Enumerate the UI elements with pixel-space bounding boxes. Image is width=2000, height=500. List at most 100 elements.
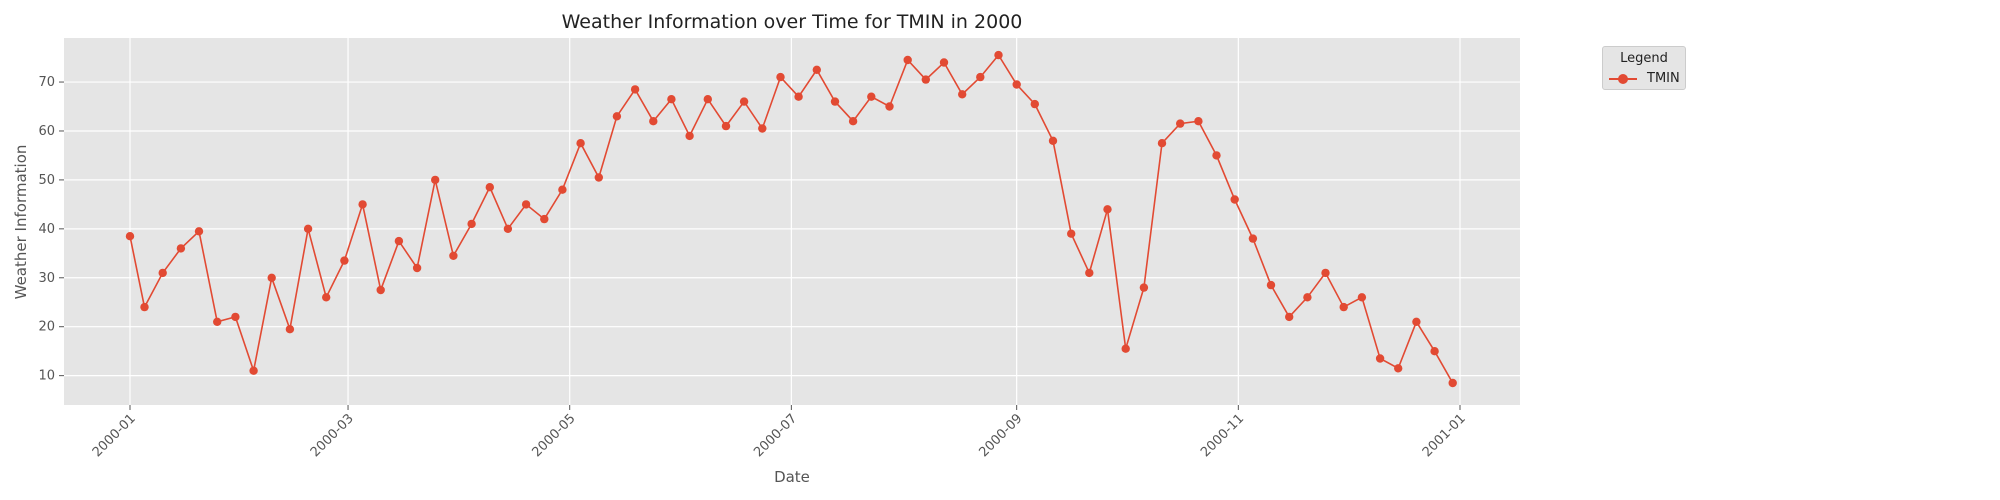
data-point bbox=[649, 117, 658, 126]
data-point bbox=[1194, 117, 1203, 126]
y-tick-label: 30 bbox=[38, 271, 55, 286]
data-point bbox=[939, 58, 949, 67]
data-point bbox=[885, 102, 894, 111]
series-line-tmin bbox=[129, 53, 1454, 384]
data-point bbox=[1430, 347, 1439, 356]
data-point bbox=[1394, 364, 1403, 373]
series-layer bbox=[125, 50, 1457, 388]
data-point bbox=[848, 117, 858, 126]
y-axis-label: Weather Information bbox=[12, 145, 30, 300]
data-point bbox=[703, 95, 712, 104]
y-tick-label: 40 bbox=[38, 222, 55, 237]
data-point bbox=[667, 95, 676, 104]
data-point bbox=[1085, 268, 1094, 278]
data-point bbox=[994, 50, 1003, 60]
data-point bbox=[1266, 280, 1276, 290]
x-tick-label: 2000-11 bbox=[1198, 411, 1247, 460]
data-point bbox=[540, 214, 549, 224]
data-point bbox=[249, 366, 258, 375]
chart-title: Weather Information over Time for TMIN i… bbox=[562, 11, 1023, 33]
data-point bbox=[194, 227, 204, 236]
data-point bbox=[1285, 312, 1294, 322]
data-point bbox=[867, 92, 876, 101]
data-point bbox=[485, 183, 494, 192]
data-point bbox=[976, 72, 985, 82]
data-point bbox=[594, 173, 603, 182]
data-point bbox=[503, 224, 513, 233]
data-point bbox=[1067, 229, 1076, 238]
x-tick-label: 2000-07 bbox=[751, 411, 800, 460]
data-point bbox=[830, 97, 840, 106]
data-point bbox=[1176, 119, 1185, 128]
data-point bbox=[1303, 293, 1312, 302]
data-point bbox=[776, 72, 785, 82]
y-tick-label: 50 bbox=[38, 173, 55, 188]
data-point bbox=[921, 75, 930, 84]
data-point bbox=[125, 232, 135, 241]
data-point bbox=[812, 65, 821, 75]
data-point bbox=[521, 200, 531, 209]
x-tick-label: 2000-05 bbox=[530, 411, 579, 460]
data-point bbox=[1448, 378, 1457, 388]
legend: Legend TMIN bbox=[1602, 46, 1686, 90]
data-point bbox=[322, 293, 331, 302]
data-point bbox=[1339, 302, 1348, 312]
data-point bbox=[1212, 151, 1221, 160]
y-tick-label: 10 bbox=[38, 369, 55, 384]
legend-entry-tmin: TMIN bbox=[1609, 71, 1685, 87]
data-point bbox=[303, 224, 313, 233]
data-point bbox=[1412, 317, 1421, 326]
data-point bbox=[340, 256, 349, 265]
x-tick-label: 2000-03 bbox=[308, 411, 357, 460]
data-point bbox=[612, 112, 622, 121]
data-point bbox=[721, 121, 731, 131]
data-point bbox=[958, 90, 967, 99]
data-point bbox=[1230, 195, 1239, 204]
data-point bbox=[630, 85, 640, 94]
data-point bbox=[1357, 293, 1367, 302]
data-point bbox=[758, 124, 767, 133]
y-tick-label: 60 bbox=[38, 124, 55, 139]
data-point bbox=[431, 175, 440, 185]
data-point bbox=[158, 268, 167, 278]
data-point bbox=[1321, 268, 1330, 278]
x-tick-label: 2001-01 bbox=[1420, 411, 1469, 460]
data-point bbox=[739, 97, 749, 106]
data-point bbox=[176, 244, 186, 253]
grid bbox=[64, 38, 1520, 405]
data-point bbox=[1121, 344, 1130, 353]
plot-background bbox=[64, 38, 1520, 405]
data-point bbox=[231, 312, 240, 322]
data-point bbox=[412, 263, 422, 273]
data-point bbox=[1030, 99, 1040, 109]
data-point bbox=[358, 200, 367, 209]
data-point bbox=[1375, 354, 1385, 363]
x-tick-label: 2000-09 bbox=[976, 411, 1025, 460]
data-point bbox=[685, 131, 694, 141]
data-point bbox=[267, 273, 276, 282]
data-point bbox=[467, 219, 476, 229]
data-point bbox=[1103, 205, 1112, 214]
data-point bbox=[1139, 283, 1149, 292]
data-point bbox=[903, 55, 912, 65]
x-tick-label: 2000-01 bbox=[90, 411, 139, 460]
y-tick-label: 70 bbox=[38, 75, 55, 90]
data-point bbox=[1157, 139, 1167, 148]
y-tick-label: 20 bbox=[38, 320, 55, 335]
legend-title: Legend bbox=[1620, 51, 1668, 66]
x-axis-label: Date bbox=[774, 468, 810, 486]
legend-marker-swatch bbox=[1618, 74, 1628, 84]
data-point bbox=[213, 317, 222, 326]
data-point bbox=[1248, 234, 1258, 243]
data-point bbox=[449, 251, 458, 260]
data-point bbox=[376, 285, 385, 295]
data-point bbox=[394, 236, 404, 246]
data-point bbox=[558, 185, 567, 194]
data-point bbox=[140, 302, 149, 312]
data-point bbox=[794, 92, 803, 101]
legend-label: TMIN bbox=[1647, 71, 1680, 86]
data-point bbox=[576, 139, 585, 148]
data-point bbox=[1048, 136, 1058, 145]
data-point bbox=[285, 325, 295, 334]
